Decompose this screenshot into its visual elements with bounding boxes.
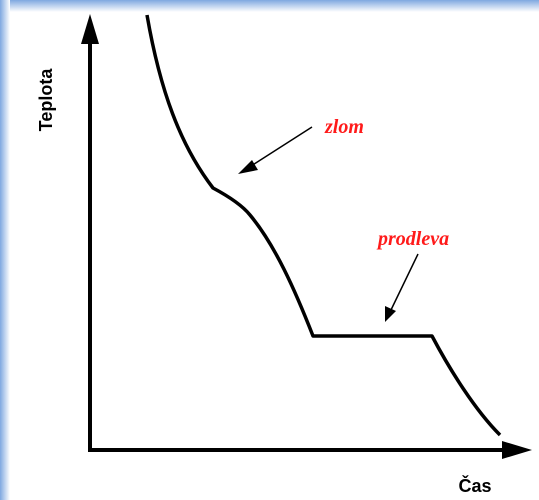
annotation: zlom [324, 116, 364, 138]
prodleva-arrowhead [385, 306, 396, 322]
cooling-curve [145, 14, 502, 437]
zlom-arrowhead [238, 160, 258, 174]
x-axis-arrow [502, 441, 532, 459]
x-axis-label: Čas [458, 475, 491, 496]
top-band [0, 0, 539, 12]
prodleva-arrow [389, 253, 419, 313]
y-axis-arrow [81, 14, 99, 44]
left-band [0, 0, 10, 500]
zlom-arrow [247, 126, 313, 169]
y-axis-label: Teplota [36, 68, 56, 132]
annotation: prodleva [376, 228, 449, 250]
